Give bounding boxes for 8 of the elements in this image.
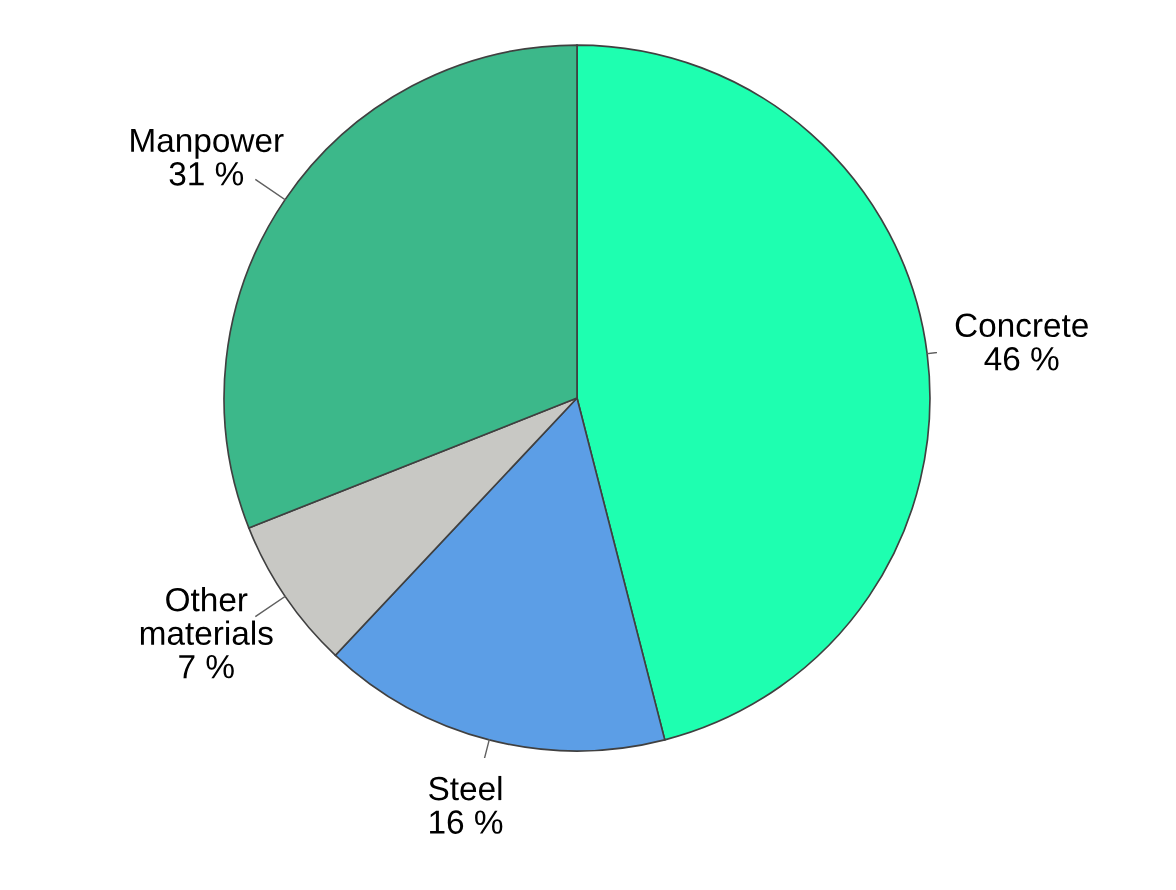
slice-label: Steel xyxy=(429,775,502,801)
slice-label: Other materials xyxy=(140,587,273,646)
data-label: 7 % xyxy=(179,655,234,679)
data-label: 31 % xyxy=(169,162,244,186)
slice-label: Manpower xyxy=(131,128,284,159)
slice-label: Concrete xyxy=(955,313,1088,338)
data-label: 46 % xyxy=(984,347,1059,371)
data-label: 16 % xyxy=(430,810,503,834)
